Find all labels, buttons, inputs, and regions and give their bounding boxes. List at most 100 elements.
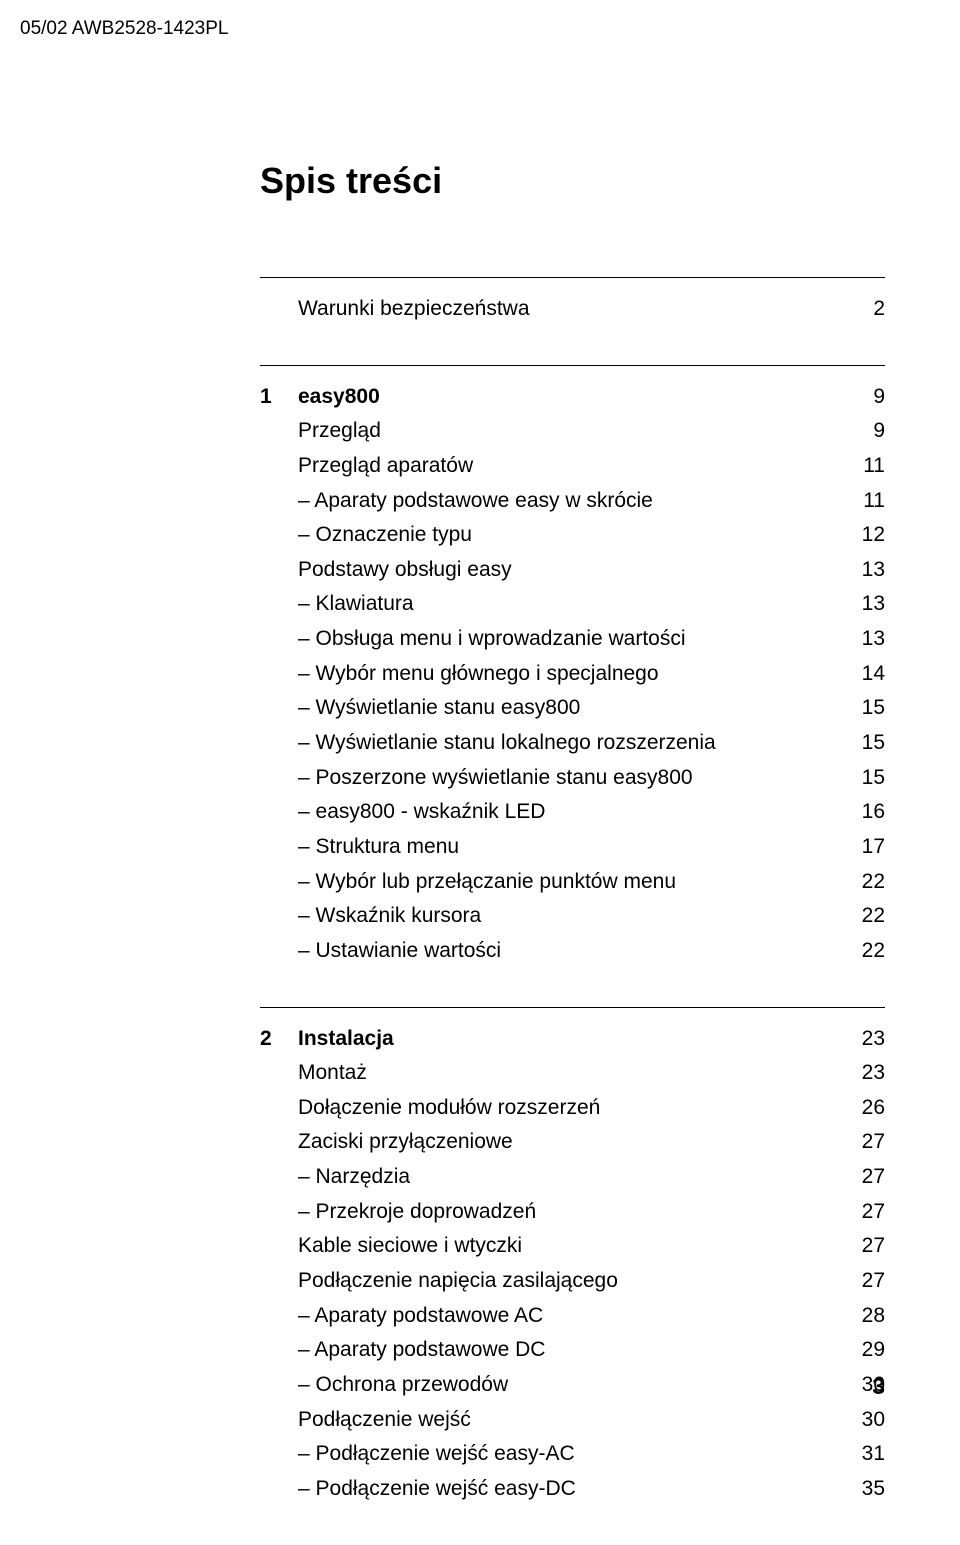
toc-entry: Podłączenie napięcia zasilającego27: [260, 1264, 885, 1299]
toc-label: Struktura menu: [298, 830, 845, 865]
toc-entry: Montaż23: [260, 1056, 885, 1091]
toc-page: 28: [845, 1299, 885, 1334]
toc-label: Kable sieciowe i wtyczki: [298, 1229, 845, 1264]
toc-label: Ustawianie wartości: [298, 934, 845, 969]
toc-page: 29: [845, 1333, 885, 1368]
toc-page: 15: [845, 761, 885, 796]
toc-label: Podłączenie napięcia zasilającego: [298, 1264, 845, 1299]
toc-label: Podłączenie wejść: [298, 1403, 845, 1438]
toc-page: 15: [845, 726, 885, 761]
toc-label: Klawiatura: [298, 587, 845, 622]
toc-label: Przegląd: [298, 414, 845, 449]
toc-entry: Przegląd aparatów11: [260, 449, 885, 484]
document-code: 05/02 AWB2528-1423PL: [20, 18, 228, 40]
toc-entry: Aparaty podstawowe AC28: [260, 1299, 885, 1334]
toc-section: Warunki bezpieczeństwa 2: [260, 277, 885, 327]
toc-entry: Aparaty podstawowe easy w skrócie11: [260, 484, 885, 519]
toc-page: 14: [845, 657, 885, 692]
toc-page: 16: [845, 795, 885, 830]
toc-entry: Struktura menu17: [260, 830, 885, 865]
section-divider: [260, 1007, 885, 1008]
chapter-number: 1: [260, 380, 298, 415]
toc-page: 11: [845, 449, 885, 484]
toc-page: 31: [845, 1437, 885, 1472]
toc-label: Dołączenie modułów rozszerzeń: [298, 1091, 845, 1126]
toc-entry: Wyświetlanie stanu easy80015: [260, 691, 885, 726]
toc-page: 23: [845, 1022, 885, 1057]
toc-entry: Obsługa menu i wprowadzanie wartości13: [260, 622, 885, 657]
toc-entry: Narzędzia27: [260, 1160, 885, 1195]
toc-page: 12: [845, 518, 885, 553]
toc-page: 26: [845, 1091, 885, 1126]
toc-entry: Wyświetlanie stanu lokalnego rozszerzeni…: [260, 726, 885, 761]
toc-chapter-label: 1easy800: [260, 380, 845, 415]
page-number: 3: [872, 1373, 885, 1400]
toc-entry: Klawiatura13: [260, 587, 885, 622]
toc-label: Poszerzone wyświetlanie stanu easy800: [298, 761, 845, 796]
toc-entry: Podłączenie wejść easy-DC35: [260, 1472, 885, 1507]
toc-label: Narzędzia: [298, 1160, 845, 1195]
toc-page: 27: [845, 1264, 885, 1299]
chapter-title: Instalacja: [298, 1027, 394, 1050]
toc-entry: Oznaczenie typu12: [260, 518, 885, 553]
toc-page: 9: [845, 414, 885, 449]
toc-entry: Wskaźnik kursora22: [260, 899, 885, 934]
toc-page: 27: [845, 1160, 885, 1195]
toc-entry: Podstawy obsługi easy13: [260, 553, 885, 588]
toc-entry: Kable sieciowe i wtyczki27: [260, 1229, 885, 1264]
toc-entry: Poszerzone wyświetlanie stanu easy80015: [260, 761, 885, 796]
toc-label: Podstawy obsługi easy: [298, 553, 845, 588]
toc-entry: Podłączenie wejść easy-AC31: [260, 1437, 885, 1472]
toc-label: Warunki bezpieczeństwa: [298, 292, 845, 327]
toc-entry: Ustawianie wartości22: [260, 934, 885, 969]
toc-entry: Dołączenie modułów rozszerzeń26: [260, 1091, 885, 1126]
toc-label: Obsługa menu i wprowadzanie wartości: [298, 622, 845, 657]
section-divider: [260, 365, 885, 366]
toc-page: 15: [845, 691, 885, 726]
toc-section: 1easy800 9 Przegląd9 Przegląd aparatów11…: [260, 365, 885, 969]
toc-label: Podłączenie wejść easy-AC: [298, 1437, 845, 1472]
toc-label: Wybór lub przełączanie punktów menu: [298, 865, 845, 900]
toc-label: Wyświetlanie stanu lokalnego rozszerzeni…: [298, 726, 845, 761]
toc-label: Ochrona przewodów: [298, 1368, 845, 1403]
toc-label: Wybór menu głównego i specjalnego: [298, 657, 845, 692]
toc-label: Zaciski przyłączeniowe: [298, 1125, 845, 1160]
toc-page: 27: [845, 1229, 885, 1264]
toc-entry: Podłączenie wejść30: [260, 1403, 885, 1438]
toc-page: 27: [845, 1195, 885, 1230]
toc-page: 2: [845, 292, 885, 327]
toc-page: 22: [845, 865, 885, 900]
toc-page: 22: [845, 934, 885, 969]
toc-label: Aparaty podstawowe DC: [298, 1333, 845, 1368]
toc-label: Oznaczenie typu: [298, 518, 845, 553]
toc-chapter-label: 2Instalacja: [260, 1022, 845, 1057]
toc-chapter-header: 1easy800 9: [260, 380, 885, 415]
toc-label: Aparaty podstawowe easy w skrócie: [298, 484, 845, 519]
toc-page: 22: [845, 899, 885, 934]
toc-entry: Zaciski przyłączeniowe27: [260, 1125, 885, 1160]
toc-entry: Warunki bezpieczeństwa 2: [260, 292, 885, 327]
toc-page: 13: [845, 622, 885, 657]
toc-content: Spis treści Warunki bezpieczeństwa 2 1ea…: [260, 160, 885, 1545]
toc-page: 27: [845, 1125, 885, 1160]
toc-page: 35: [845, 1472, 885, 1507]
toc-entry: easy800 - wskaźnik LED16: [260, 795, 885, 830]
toc-page: 30: [845, 1403, 885, 1438]
toc-page: 11: [845, 484, 885, 519]
toc-label: Aparaty podstawowe AC: [298, 1299, 845, 1334]
toc-chapter-header: 2Instalacja 23: [260, 1022, 885, 1057]
toc-entry: Wybór lub przełączanie punktów menu22: [260, 865, 885, 900]
toc-page: 17: [845, 830, 885, 865]
toc-label: easy800 - wskaźnik LED: [298, 795, 845, 830]
toc-entry: Wybór menu głównego i specjalnego14: [260, 657, 885, 692]
toc-label: Montaż: [298, 1056, 845, 1091]
toc-page: 23: [845, 1056, 885, 1091]
toc-label: Podłączenie wejść easy-DC: [298, 1472, 845, 1507]
chapter-title: easy800: [298, 385, 380, 408]
toc-entry: Przekroje doprowadzeń27: [260, 1195, 885, 1230]
toc-page: 9: [845, 380, 885, 415]
toc-entry: Aparaty podstawowe DC29: [260, 1333, 885, 1368]
chapter-number: 2: [260, 1022, 298, 1057]
toc-label: Wskaźnik kursora: [298, 899, 845, 934]
page-title: Spis treści: [260, 160, 885, 202]
